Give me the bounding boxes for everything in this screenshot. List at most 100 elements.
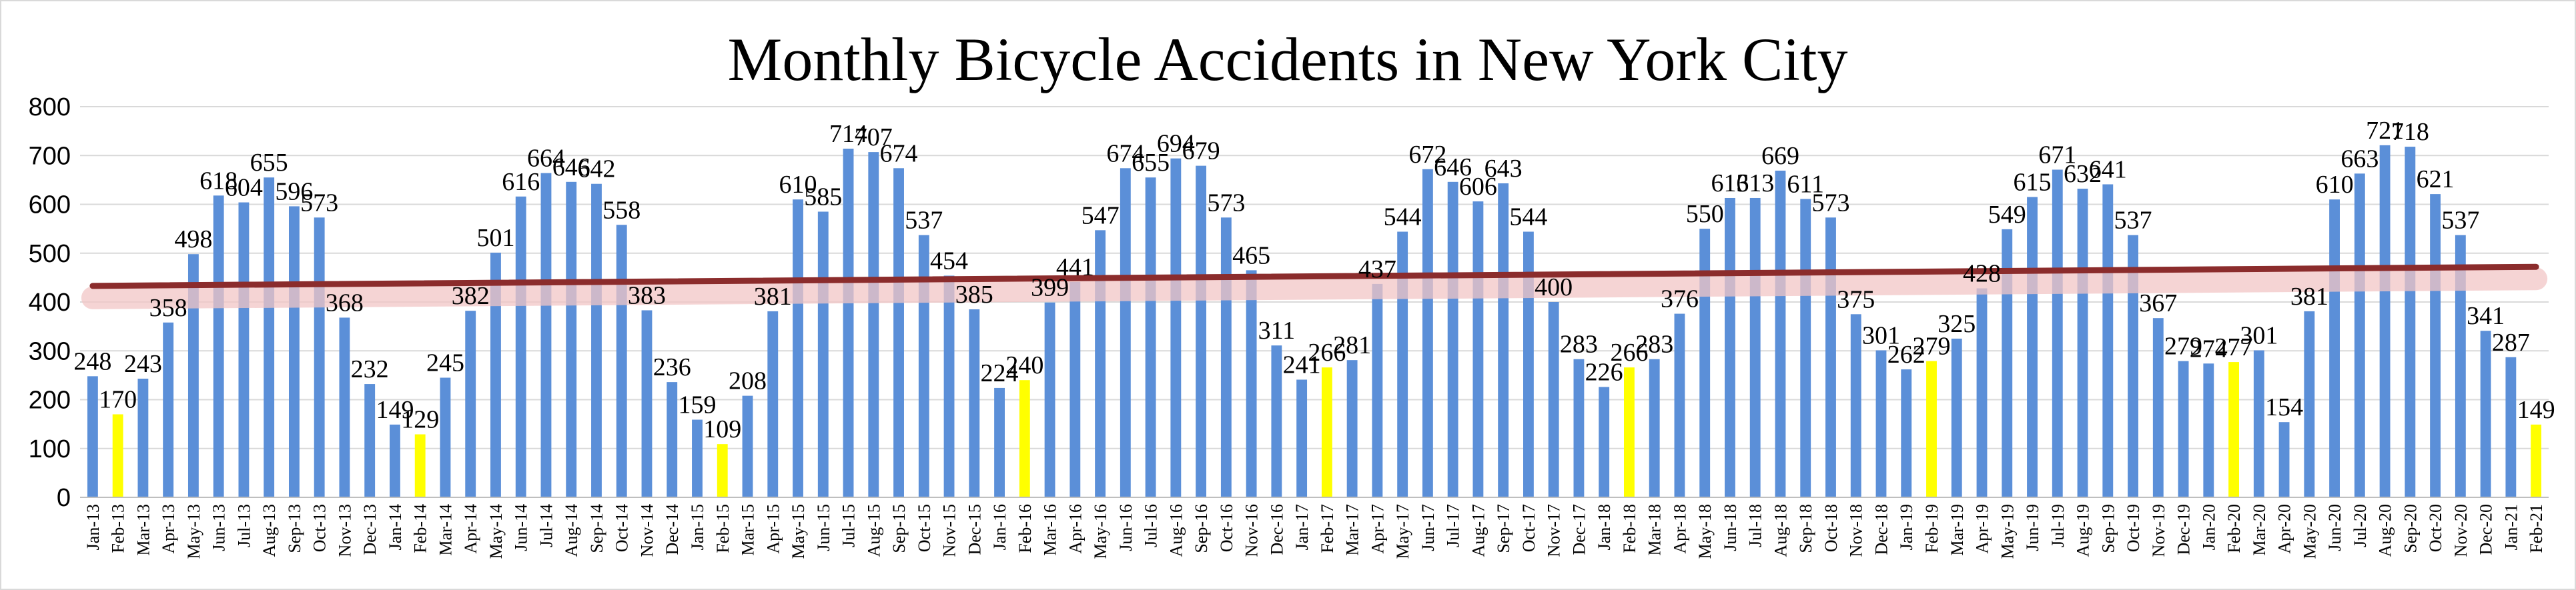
bar-Apr-13 [163,322,174,497]
data-label-Mar-13: 243 [124,350,162,378]
data-label-May-20: 381 [2290,283,2328,311]
data-label-Dec-19: 279 [2164,333,2202,361]
bar-Mar-14 [440,377,451,497]
x-tick-label-Jan-20: Jan-20 [2199,504,2218,550]
bar-Aug-17 [1472,201,1484,497]
data-label-Nov-19: 367 [2139,289,2177,317]
bar-Dec-18 [1875,350,1887,497]
x-tick-label-Feb-13: Feb-13 [109,504,128,553]
bar-Jul-18 [1749,197,1761,497]
data-label-Nov-16: 465 [1232,241,1270,269]
x-tick-label-May-18: May-18 [1695,504,1715,559]
bar-Apr-19 [1976,288,1988,497]
data-label-Feb-15: 109 [703,415,741,443]
x-tick-label-Feb-16: Feb-16 [1015,504,1035,553]
x-tick-label-May-14: May-14 [486,504,506,559]
data-label-Jun-14: 616 [502,168,540,196]
bar-Feb-15 [717,444,728,497]
bar-Feb-14 [414,434,426,497]
data-label-Apr-18: 376 [1661,285,1699,313]
bar-Nov-14 [641,310,653,497]
x-tick-label-Sep-20: Sep-20 [2401,504,2420,553]
bar-Mar-15 [742,395,753,497]
data-label-May-18: 550 [1686,200,1724,228]
x-tick-label-Dec-18: Dec-18 [1871,504,1891,555]
x-tick-label-Jun-16: Jun-16 [1116,504,1136,551]
x-tick-label-Feb-14: Feb-14 [411,504,430,553]
data-label-Oct-16: 573 [1207,189,1245,217]
bar-May-15 [793,199,803,497]
x-tick-label-Oct-18: Oct-18 [1821,504,1841,552]
bar-May-14 [490,253,501,497]
bar-Jan-15 [692,419,703,497]
x-tick-label-Jun-17: Jun-17 [1418,504,1438,551]
bar-Mar-20 [2253,350,2264,497]
bar-Jul-16 [1145,177,1156,497]
data-label-Nov-17: 400 [1535,273,1573,301]
data-label-Oct-13: 573 [300,189,338,217]
x-tick-label-Apr-19: Apr-19 [1973,504,1992,554]
x-tick-label-Aug-14: Aug-14 [562,504,581,557]
data-label-Dec-14: 236 [653,353,691,381]
bar-Jan-19 [1901,369,1912,497]
bar-Aug-14 [566,181,577,497]
x-tick-label-May-17: May-17 [1393,504,1412,559]
x-tick-label-Apr-16: Apr-16 [1065,504,1085,554]
x-tick-label-Oct-19: Oct-19 [2124,504,2143,552]
data-label-Jul-18: 613 [1736,169,1774,197]
x-tick-label-Nov-18: Nov-18 [1847,504,1866,557]
x-tick-label-Dec-19: Dec-19 [2174,504,2194,555]
data-label-Feb-13: 170 [99,385,137,413]
bar-Jul-13 [238,202,250,497]
x-tick-label-Mar-14: Mar-14 [436,504,455,555]
data-label-Sep-17: 643 [1484,155,1523,183]
bar-Feb-18 [1624,367,1635,497]
data-label-Nov-18: 375 [1837,285,1875,313]
data-label-May-16: 547 [1082,201,1120,229]
bar-Jan-21 [2505,357,2517,497]
x-tick-label-May-13: May-13 [184,504,203,559]
x-tick-label-Mar-18: Mar-18 [1645,504,1665,555]
y-tick-label: 100 [29,435,71,463]
bar-Oct-17 [1523,231,1534,497]
bar-Sep-13 [288,206,300,497]
data-label-Nov-20: 537 [2441,207,2479,235]
x-tick-label-Apr-15: Apr-15 [763,504,783,554]
y-tick-label: 600 [29,191,71,219]
bar-Mar-16 [1044,302,1055,497]
bar-Jun-20 [2329,199,2340,497]
x-tick-label-Jul-13: Jul-13 [234,504,254,547]
bar-Apr-20 [2278,422,2290,497]
x-tick-label-Aug-16: Aug-16 [1166,504,1186,557]
data-label-Feb-17: 266 [1308,339,1346,367]
x-tick-label-Mar-15: Mar-15 [739,504,758,555]
x-tick-label-Aug-18: Aug-18 [1771,504,1790,557]
data-label-Sep-16: 679 [1182,137,1220,165]
bar-Dec-15 [969,309,980,497]
data-label-Oct-19: 537 [2114,207,2152,235]
data-label-May-17: 544 [1384,203,1422,231]
bar-Jul-14 [540,173,552,497]
bar-May-19 [2002,229,2013,497]
data-label-Sep-19: 641 [2089,155,2127,183]
bar-May-20 [2304,311,2315,497]
data-label-May-14: 501 [476,224,514,252]
x-tick-label-Sep-13: Sep-13 [285,504,304,553]
bar-Mar-19 [1951,338,1962,497]
bar-Sep-16 [1196,165,1207,497]
data-label-Aug-15: 707 [855,123,893,151]
x-tick-label-Sep-15: Sep-15 [889,504,909,553]
y-tick-label: 200 [29,387,71,415]
x-tick-label-Nov-20: Nov-20 [2451,504,2471,557]
bar-Sep-20 [2405,147,2416,497]
x-tick-label-Jul-18: Jul-18 [1746,504,1765,547]
data-label-Jun-16: 674 [1106,139,1144,167]
data-label-Apr-14: 382 [452,282,490,310]
x-tick-label-Feb-19: Feb-19 [1922,504,1942,553]
data-label-Jan-13: 248 [73,347,111,375]
bar-Jan-18 [1599,387,1610,497]
x-tick-label-Feb-15: Feb-15 [713,504,733,553]
x-tick-label-Jan-15: Jan-15 [688,504,707,550]
x-tick-label-Dec-17: Dec-17 [1569,504,1589,555]
